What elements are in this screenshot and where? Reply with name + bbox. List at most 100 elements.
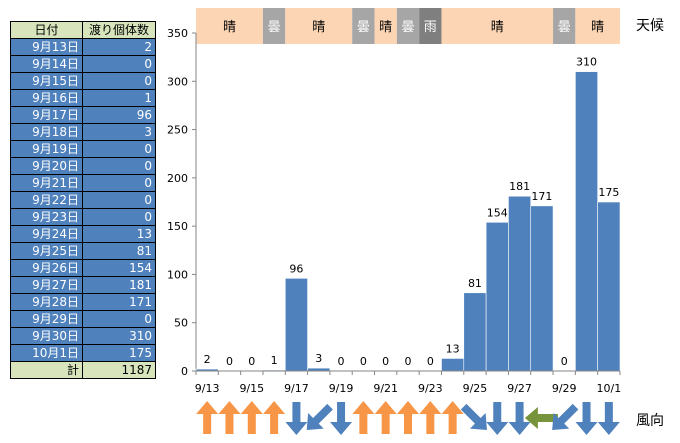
weather-cell [553, 8, 576, 44]
data-label: 81 [468, 277, 482, 290]
weather-cell [575, 8, 620, 44]
wind-arrow-icon [330, 402, 353, 435]
wind-arrow-icon [196, 401, 219, 434]
date-cell: 9月14日 [10, 55, 83, 73]
date-cell: 9月26日 [10, 259, 83, 277]
table-row: 9月28日 171 [10, 293, 156, 311]
date-cell: 9月20日 [10, 157, 83, 175]
bars [195, 71, 621, 372]
bar [441, 358, 465, 372]
count-cell: 96 [82, 106, 156, 124]
bar [530, 205, 554, 372]
wind-arrow-icon [441, 401, 464, 434]
data-label: 2 [204, 353, 211, 366]
data-label: 96 [289, 262, 303, 275]
wind-label: 風向 [636, 413, 664, 429]
data-label: 310 [576, 56, 597, 69]
y-tick-label: 50 [174, 317, 188, 330]
x-tick-label: 9/17 [284, 382, 309, 395]
data-label: 3 [315, 352, 322, 365]
x-tick-label: 9/29 [552, 382, 577, 395]
wind-row [196, 401, 620, 435]
table-row: 9月19日 0 [10, 140, 156, 158]
data-label: 0 [360, 355, 367, 368]
weather-text: 晴 [491, 20, 504, 35]
weather-text: 曇 [357, 20, 370, 35]
count-cell: 0 [82, 310, 156, 328]
table-row: 9月30日 310 [10, 327, 156, 345]
count-cell: 0 [82, 55, 156, 73]
table-row: 9月23日 0 [10, 208, 156, 226]
table-row: 9月14日 0 [10, 55, 156, 73]
weather-row: 晴曇晴曇晴曇雨晴曇晴 [196, 8, 620, 44]
y-tick-label: 200 [167, 172, 188, 185]
total-row: 計 1187 [10, 361, 156, 379]
bar [485, 221, 509, 372]
wind-arrow-icon [285, 402, 308, 435]
column-header: 日付 [10, 21, 83, 39]
wind-arrow-icon [486, 402, 509, 435]
count-cell: 3 [82, 123, 156, 141]
data-label: 0 [382, 355, 389, 368]
data-label: 13 [446, 342, 460, 355]
data-label: 0 [226, 355, 233, 368]
weather-text: 曇 [401, 20, 414, 35]
table-row: 9月22日 0 [10, 191, 156, 209]
weather-cell [352, 8, 375, 44]
date-cell: 9月18日 [10, 123, 83, 141]
date-cell: 9月27日 [10, 276, 83, 294]
bar [284, 277, 308, 372]
bar [463, 292, 487, 372]
wind-arrow-icon [240, 401, 263, 434]
wind-arrow-icon [419, 401, 442, 434]
weather-cell [396, 8, 420, 44]
table-row: 9月24日 13 [10, 225, 156, 243]
bar [597, 201, 621, 372]
x-tick-label: 9/25 [463, 382, 488, 395]
count-cell: 0 [82, 157, 156, 175]
count-cell: 0 [82, 191, 156, 209]
total-value: 1187 [82, 361, 156, 379]
weather-label: 天候 [636, 18, 664, 34]
weather-cell [285, 8, 353, 44]
count-cell: 1 [82, 89, 156, 107]
table-row: 9月27日 181 [10, 276, 156, 294]
y-tick-label: 300 [167, 75, 188, 88]
wind-arrow-icon [397, 401, 419, 434]
x-axis: 9/13 9/15 9/17 9/19 9/21 9/23 9/25 9/27 9/29 10/1 [195, 370, 621, 395]
count-cell: 81 [82, 242, 156, 260]
data-label: 171 [531, 190, 552, 203]
count-cell: 0 [82, 72, 156, 90]
data-label: 181 [509, 180, 530, 193]
wind-arrow-icon [508, 402, 531, 435]
count-cell: 0 [82, 208, 156, 226]
weather-text: 晴 [379, 20, 392, 35]
wind-arrow-icon [218, 401, 241, 434]
count-cell: 13 [82, 225, 156, 243]
table-row: 9月29日 0 [10, 310, 156, 328]
data-label: 175 [598, 186, 619, 199]
wind-arrow-icon [552, 403, 579, 431]
table-row: 9月25日 81 [10, 242, 156, 260]
weather-text: 曇 [268, 20, 281, 35]
wind-arrow-icon [524, 407, 558, 429]
date-cell: 9月21日 [10, 174, 83, 192]
table-row: 9月26日 154 [10, 259, 156, 277]
column-header: 渡り個体数 [82, 21, 156, 39]
table-row: 9月13日 2 [10, 38, 156, 56]
data-label: 0 [405, 355, 412, 368]
data-label: 0 [338, 355, 345, 368]
count-cell: 175 [82, 344, 156, 362]
y-tick-label: 100 [167, 268, 188, 281]
date-cell: 9月29日 [10, 310, 83, 328]
weather-text: 晴 [223, 20, 236, 35]
weather-text: 曇 [558, 20, 571, 35]
x-tick-label: 9/19 [329, 382, 354, 395]
table-row: 10月1日 175 [10, 344, 156, 362]
weather-cell [262, 8, 286, 44]
date-cell: 9月16日 [10, 89, 83, 107]
wind-arrow-icon [306, 403, 333, 431]
date-cell: 9月25日 [10, 242, 83, 260]
